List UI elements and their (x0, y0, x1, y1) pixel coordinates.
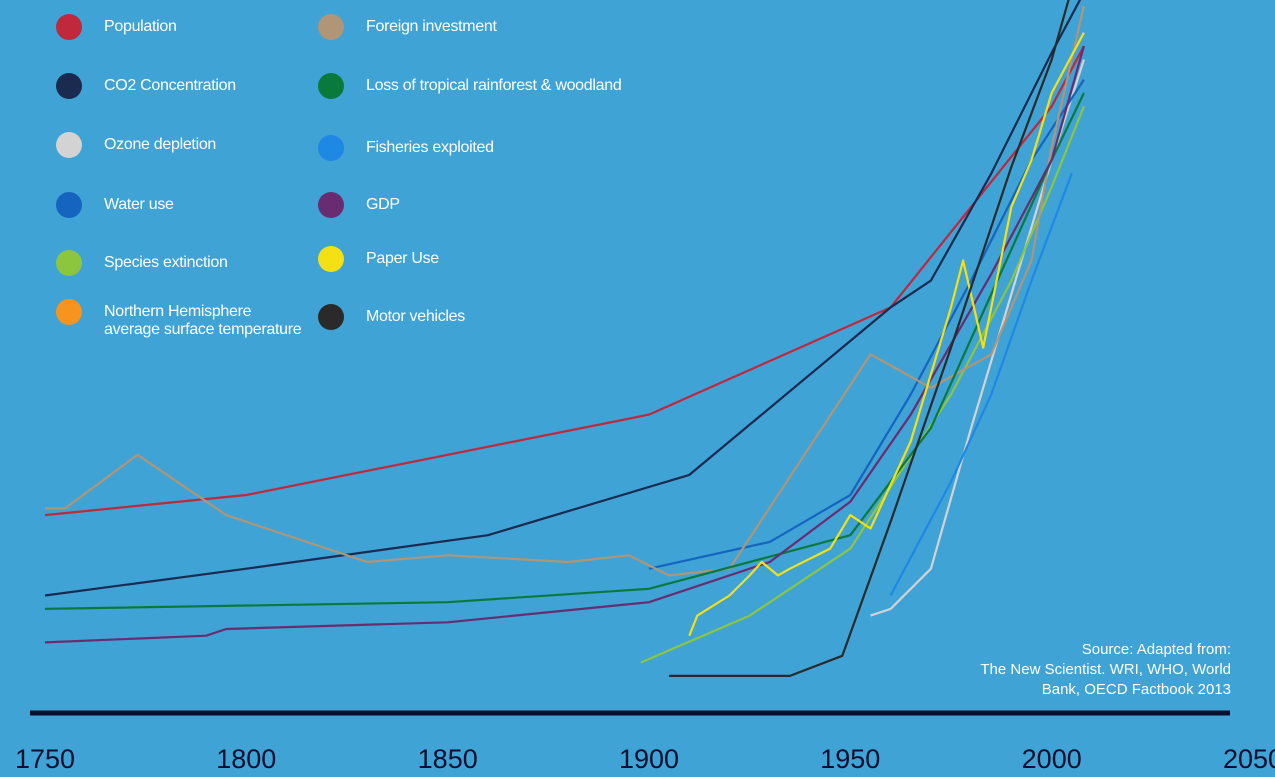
legend-swatch-foreign-investment (318, 14, 344, 40)
legend-label-water-use: Water use (104, 196, 174, 213)
legend-swatch-gdp (318, 192, 344, 218)
legend-swatch-northern-hemisphere-average-surface-temperature (56, 299, 82, 325)
legend-label-population: Population (104, 18, 177, 35)
series-line-paper-use (688, 32, 1085, 637)
x-tick-label-1750: 1750 (15, 744, 75, 774)
legend-label-foreign-investment: Foreign investment (366, 18, 497, 35)
legend-swatch-paper-use (318, 246, 344, 272)
x-tick-label-1800: 1800 (216, 744, 276, 774)
x-tick-label-1900: 1900 (619, 744, 679, 774)
legend-label-co2-concentration: CO2 Concentration (104, 77, 236, 94)
x-tick-label-1850: 1850 (418, 744, 478, 774)
series-line-population (44, 45, 1085, 517)
series-line-fisheries-exploited (889, 173, 1073, 597)
series-line-loss-of-tropical-rainforest-woodland (44, 92, 1085, 610)
source-line-2: The New Scientist. WRI, WHO, World (980, 661, 1231, 678)
legend-label-northern-hemisphere-average-surface-temperature: Northern Hemisphere average surface temp… (104, 303, 302, 338)
legend-swatch-motor-vehicles (318, 304, 344, 330)
x-tick-labels: 1750 1800 1850 1900 1950 2000 2050 (15, 744, 1275, 774)
legend-swatch-species-extinction (56, 250, 82, 276)
x-tick-label-2000: 2000 (1022, 744, 1082, 774)
series-line-foreign-investment (45, 5, 1085, 577)
legend-swatch-co2-concentration (56, 73, 82, 99)
series-line-co2-concentration (44, 0, 1082, 597)
legend-swatch-ozone-depletion (56, 132, 82, 158)
series-layer (44, 0, 1085, 678)
legend-label-species-extinction: Species extinction (104, 254, 228, 271)
legend-label-loss-of-tropical-rainforest-woodland: Loss of tropical rainforest & woodland (366, 77, 622, 94)
series-line-gdp (44, 45, 1085, 644)
series-line-motor-vehicles (669, 0, 1070, 678)
legend-label-paper-use: Paper Use (366, 250, 439, 267)
legend-label-fisheries-exploited: Fisheries exploited (366, 139, 494, 156)
source-line-3: Bank, OECD Factbook 2013 (1041, 681, 1231, 698)
x-tick-label-2050: 2050 (1223, 744, 1275, 774)
source-note: Source: Adapted from: The New Scientist.… (871, 640, 1231, 700)
source-line-1: Source: Adapted from: (1081, 641, 1231, 658)
legend-label-ozone-depletion: Ozone depletion (104, 136, 217, 153)
x-tick-label-1950: 1950 (820, 744, 880, 774)
legend-swatch-fisheries-exploited (318, 135, 344, 161)
legend-swatch-water-use (56, 192, 82, 218)
legend-swatch-loss-of-tropical-rainforest-woodland (318, 73, 344, 99)
legend-label-gdp: GDP (366, 196, 400, 213)
legend-label-motor-vehicles: Motor vehicles (366, 308, 465, 325)
series-line-species-extinction (640, 105, 1085, 664)
series-line-water-use (648, 78, 1085, 570)
legend-swatch-population (56, 14, 82, 40)
